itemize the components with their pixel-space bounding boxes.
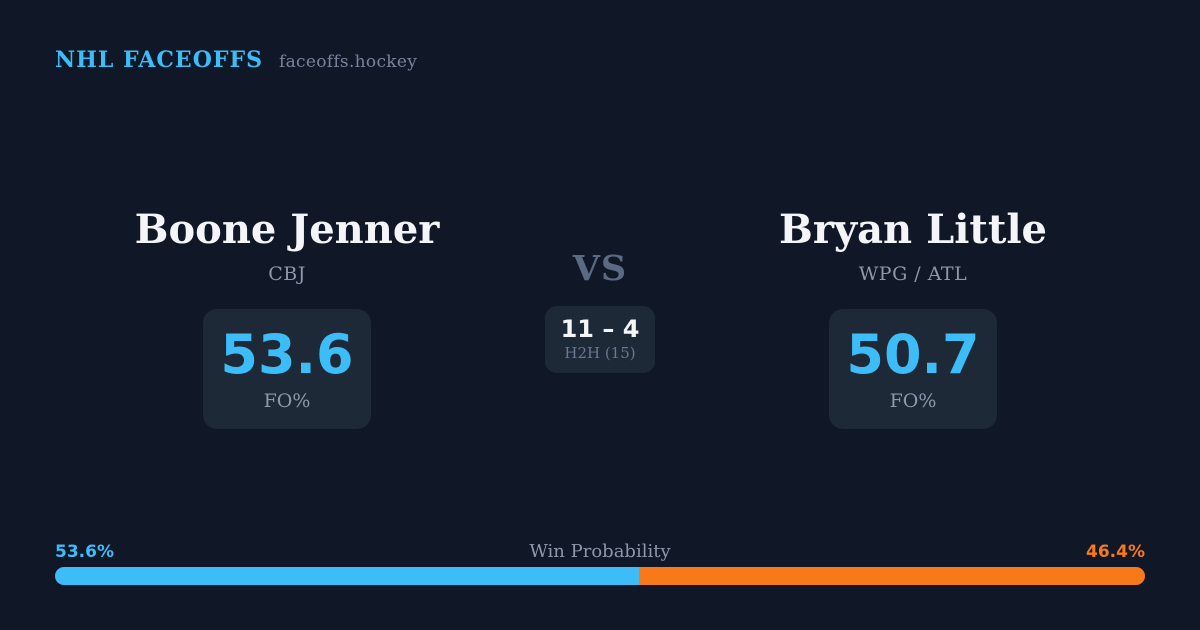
brand-title: NHL FACEOFFS (55, 47, 263, 73)
player-left-team: CBJ (268, 263, 306, 285)
win-probability-title: Win Probability (529, 541, 671, 562)
player-right-team: WPG / ATL (858, 263, 968, 285)
h2h-card: 11 – 4 H2H (15) (544, 306, 656, 373)
win-probability-bar (55, 567, 1145, 585)
win-bar-left (55, 567, 640, 585)
site-url: faceoffs.hockey (279, 52, 418, 72)
player-right-stat-card: 50.7 FO% (829, 309, 997, 429)
header: NHL FACEOFFS faceoffs.hockey (55, 47, 417, 73)
win-probability-right-pct: 46.4% (1086, 542, 1145, 562)
player-right-fo-value: 50.7 (846, 323, 980, 386)
player-right-name: Bryan Little (779, 206, 1047, 253)
player-right-column: Bryan Little WPG / ATL 50.7 FO% (733, 208, 1093, 429)
win-probability-labels: 53.6% Win Probability 46.4% (55, 541, 1145, 562)
h2h-record: 11 – 4 (560, 315, 640, 343)
player-left-stat-card: 53.6 FO% (203, 309, 371, 429)
h2h-label: H2H (15) (564, 344, 636, 363)
vs-column: VS 11 – 4 H2H (15) (500, 248, 700, 373)
vs-label: VS (572, 248, 628, 289)
player-left-fo-value: 53.6 (220, 323, 354, 386)
player-left-fo-label: FO% (263, 389, 311, 412)
player-left-column: Boone Jenner CBJ 53.6 FO% (107, 208, 467, 429)
player-right-fo-label: FO% (889, 389, 937, 412)
win-probability-left-pct: 53.6% (55, 542, 114, 562)
win-bar-right (639, 567, 1145, 585)
player-left-name: Boone Jenner (134, 206, 440, 253)
